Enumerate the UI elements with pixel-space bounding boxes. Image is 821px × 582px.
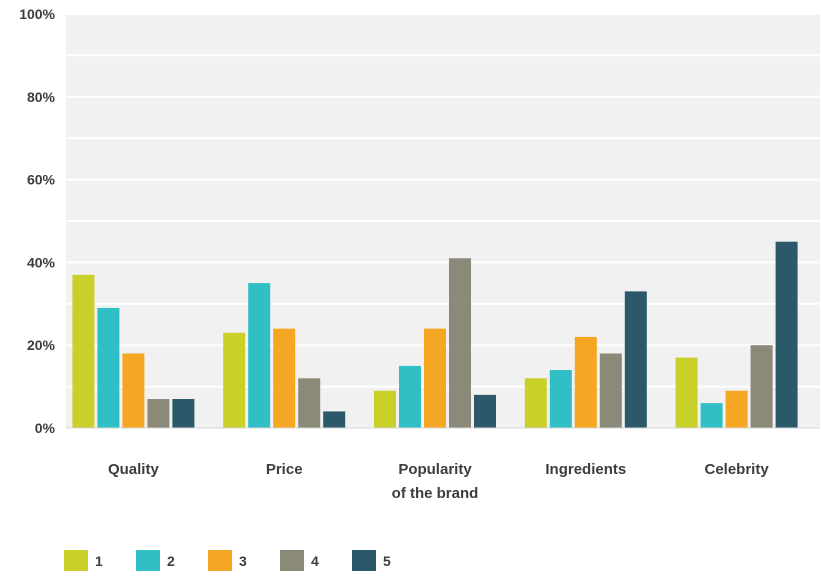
bar-celebrity-series-1: [675, 357, 698, 428]
y-tick-label: 0%: [35, 420, 56, 436]
bar-popularity-series-4: [449, 258, 471, 428]
x-category-label: Celebrity: [704, 461, 769, 478]
x-category-label: Ingredients: [545, 461, 626, 478]
legend-swatch-1: [64, 550, 88, 571]
bar-ingredients-series-3: [574, 336, 597, 428]
y-tick-label: 60%: [27, 172, 56, 188]
y-tick-label: 20%: [27, 337, 56, 353]
bar-celebrity-series-2: [700, 403, 723, 428]
bar-celebrity-series-4: [750, 345, 773, 428]
y-axis-ticks: 0% 20% 40% 60% 80% 100%: [19, 6, 55, 436]
bar-ingredients-series-5: [624, 291, 647, 428]
legend-swatch-2: [136, 550, 160, 571]
bar-quality-series-5: [172, 399, 195, 428]
x-category-label: Price: [266, 461, 303, 478]
bar-price-series-5: [323, 411, 346, 428]
bar-ingredients-series-2: [549, 370, 572, 428]
bar-quality-series-3: [122, 353, 145, 428]
bar-ingredients-series-4: [599, 353, 622, 428]
legend-label-1: 1: [95, 553, 103, 569]
y-tick-label: 80%: [27, 89, 56, 105]
bar-quality-series-1: [72, 274, 95, 428]
x-category-label: Quality: [108, 461, 160, 478]
bar-price-series-2: [248, 283, 271, 428]
x-category-label: Popularity of the brand: [392, 461, 479, 502]
bar-popularity-series-2: [399, 365, 421, 428]
bar-quality-series-4: [147, 399, 170, 428]
x-axis-labels: Quality Price Popularity of the brand Ingred…: [108, 461, 769, 502]
bar-celebrity-series-3: [725, 390, 748, 428]
legend-swatch-5: [352, 550, 376, 571]
bar-price-series-1: [223, 332, 246, 428]
bar-price-series-3: [273, 328, 296, 428]
legend: 1 2 3 4 5: [64, 550, 391, 571]
bar-quality-series-2: [97, 307, 120, 428]
legend-label-4: 4: [311, 553, 319, 569]
legend-label-5: 5: [383, 553, 391, 569]
bar-popularity-series-5: [474, 394, 496, 428]
bar-celebrity-series-5: [775, 241, 798, 428]
legend-swatch-4: [280, 550, 304, 571]
bar-ingredients-series-1: [524, 378, 547, 428]
bar-popularity-series-1: [374, 390, 396, 428]
legend-swatch-3: [208, 550, 232, 571]
bar-popularity-series-3: [424, 328, 446, 428]
legend-label-3: 3: [239, 553, 247, 569]
legend-label-2: 2: [167, 553, 175, 569]
y-tick-label: 40%: [27, 254, 56, 270]
bar-price-series-4: [298, 378, 321, 428]
y-tick-label: 100%: [19, 6, 55, 22]
bars: [72, 241, 798, 428]
